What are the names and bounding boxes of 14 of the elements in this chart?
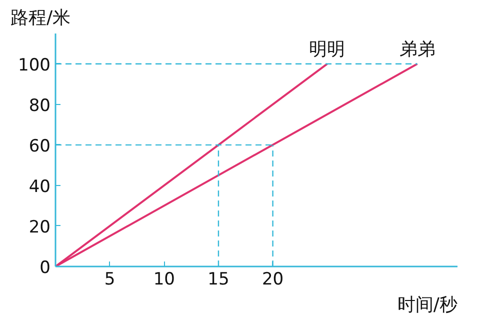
x-tick-label: 10 [153, 270, 175, 290]
x-tick-label: 15 [208, 270, 230, 290]
series-label: 明明 [309, 38, 346, 60]
y-axis-title: 路程/米 [10, 8, 71, 28]
y-tick-label: 0 [40, 258, 51, 278]
series-label: 弟弟 [399, 38, 436, 60]
y-tick-label: 40 [28, 176, 51, 197]
x-tick-label: 20 [262, 270, 284, 290]
x-tick-label: 5 [104, 270, 116, 290]
x-axis-title: 时间/秒 [397, 294, 458, 316]
y-tick-label: 60 [28, 136, 51, 156]
y-tick-label: 80 [28, 96, 51, 116]
y-tick-label: 100 [18, 55, 51, 76]
y-tick-label: 20 [28, 217, 51, 238]
